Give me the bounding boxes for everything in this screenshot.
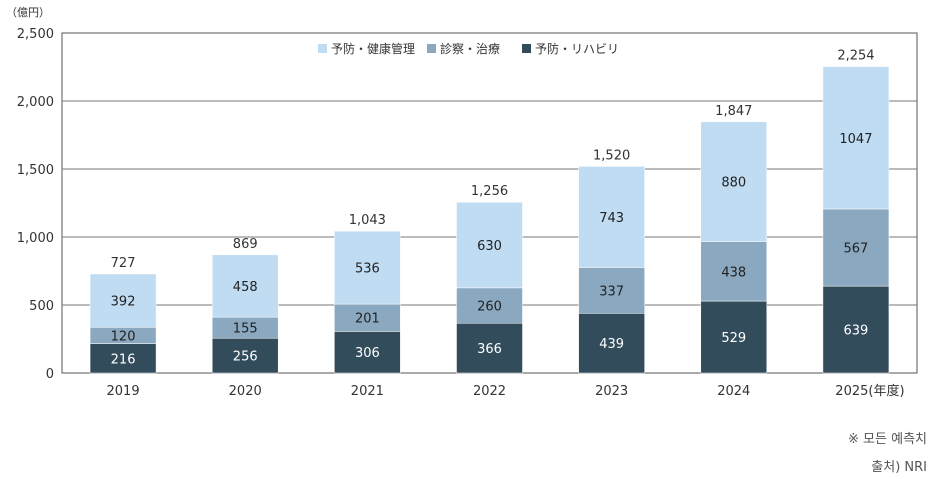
- bar-segment: [456, 287, 523, 324]
- legend-label: 予防・健康管理: [331, 41, 415, 56]
- x-tick-label: 2022: [473, 384, 506, 399]
- y-tick-label: 0: [46, 367, 54, 382]
- y-tick-label: 2,500: [17, 27, 54, 42]
- bar-segment: [578, 313, 645, 374]
- y-tick-label: 2,000: [17, 95, 54, 110]
- bar-segment: [211, 337, 279, 374]
- segment-value-label: 529: [721, 331, 746, 346]
- segment-value-label: 306: [355, 346, 380, 361]
- segment-value-label: 567: [844, 242, 869, 257]
- bar-total-label: 1,520: [593, 148, 630, 163]
- segment-value-label: 1047: [839, 132, 872, 147]
- bar-segment: [456, 201, 523, 289]
- segment-value-label: 366: [477, 342, 502, 357]
- bar-segment: [578, 166, 645, 268]
- legend-label: 予防・リハビリ: [535, 41, 619, 56]
- segment-value-label: 439: [599, 337, 624, 352]
- segment-value-label: 155: [233, 322, 258, 337]
- legend-swatch: [318, 44, 327, 53]
- segment-value-label: 743: [599, 211, 624, 226]
- segment-value-label: 438: [721, 265, 746, 280]
- segment-value-label: 630: [477, 239, 502, 254]
- bar-segment: [334, 303, 401, 332]
- source-note: 출처) NRI: [871, 460, 927, 475]
- segment-value-label: 120: [111, 329, 136, 344]
- bar-segment: [822, 208, 890, 287]
- legend-swatch: [427, 44, 436, 53]
- bar-total-label: 1,043: [349, 213, 386, 228]
- bar-total-label: 869: [233, 237, 258, 252]
- bar-segment: [578, 267, 645, 314]
- segment-value-label: 536: [355, 262, 380, 277]
- bar-segment: [822, 66, 890, 210]
- x-tick-label: 2023: [595, 384, 628, 399]
- stacked-bar-chart: 0 500 1,000 1,500 2,000 2,500 （億円） 216 120 392 727…: [6, 6, 918, 399]
- x-tick-label: 2019: [107, 384, 140, 399]
- bar-segment: [700, 241, 768, 302]
- y-unit-label: （億円）: [6, 6, 50, 19]
- segment-value-label: 216: [111, 352, 136, 367]
- segment-value-label: 639: [844, 324, 869, 339]
- bar-segment: [89, 273, 157, 328]
- segment-value-label: 256: [233, 350, 258, 365]
- bar-segment: [89, 343, 157, 374]
- bar-segment: [700, 300, 768, 374]
- segment-value-label: 201: [355, 312, 380, 327]
- y-tick-label: 1,000: [17, 231, 54, 246]
- legend-swatch: [522, 44, 531, 53]
- segment-value-label: 337: [599, 284, 624, 299]
- legend-label: 診察・治療: [440, 41, 500, 56]
- segment-value-label: 458: [233, 280, 258, 295]
- bar-segment: [334, 331, 401, 374]
- y-tick-label: 500: [29, 299, 54, 314]
- segment-value-label: 880: [721, 176, 746, 191]
- bar-total-label: 1,256: [471, 184, 508, 199]
- bar-segment: [211, 254, 279, 318]
- bar-total-label: 727: [111, 256, 136, 271]
- x-tick-label: 2024: [717, 384, 750, 399]
- y-tick-label: 1,500: [17, 163, 54, 178]
- bar-segment: [700, 121, 768, 242]
- bar-segment: [334, 230, 401, 305]
- x-tick-label: 2020: [229, 384, 262, 399]
- bar-segment: [822, 285, 890, 374]
- x-tick-label: 2025(年度): [835, 383, 904, 399]
- segment-value-label: 260: [477, 300, 502, 315]
- x-tick-label: 2021: [351, 384, 384, 399]
- segment-value-label: 392: [111, 295, 136, 310]
- bar-segment: [456, 322, 523, 374]
- bar-total-label: 2,254: [837, 49, 874, 64]
- bar-total-label: 1,847: [715, 104, 752, 119]
- forecast-note: ※ 모든 예측치: [848, 432, 927, 447]
